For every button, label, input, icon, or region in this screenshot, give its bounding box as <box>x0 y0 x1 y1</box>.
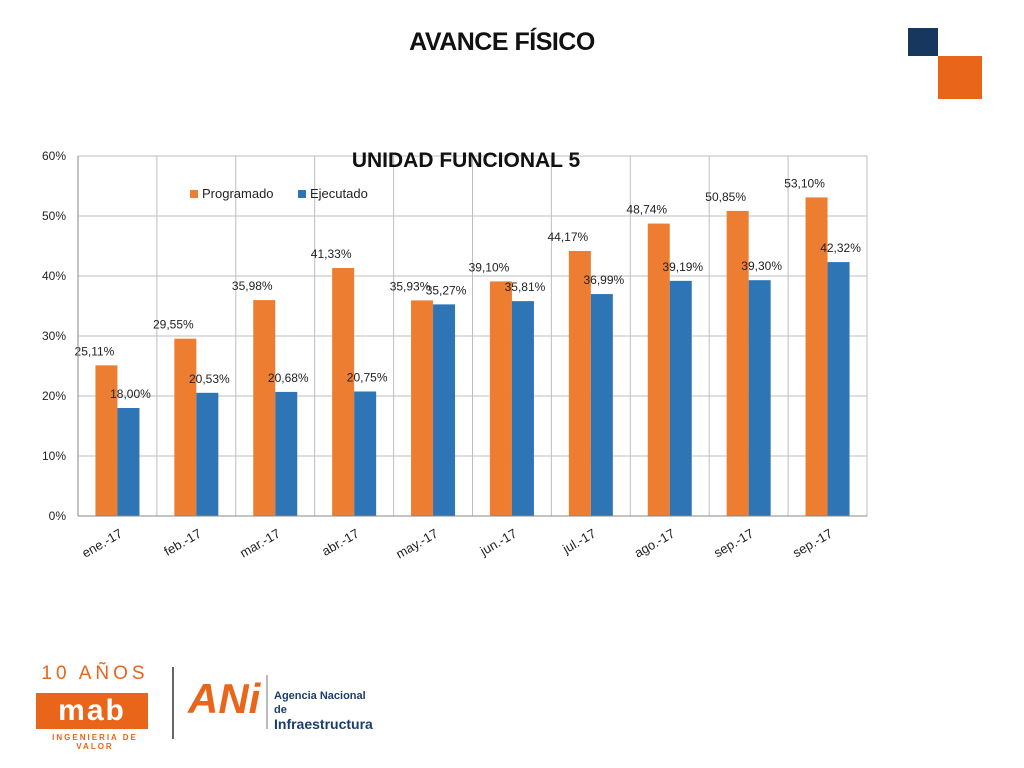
data-label-ejecutado: 39,30% <box>741 259 782 273</box>
mab-tagline: INGENIERIA DE VALOR <box>52 733 138 751</box>
data-label-ejecutado: 20,53% <box>189 372 230 386</box>
y-tick-label: 0% <box>49 509 67 523</box>
x-tick-label: abr.-17 <box>319 526 362 559</box>
bar-ejecutado <box>669 280 692 516</box>
bar-ejecutado <box>511 301 534 516</box>
x-tick-label: feb.-17 <box>161 526 204 559</box>
data-label-programado: 39,10% <box>469 260 510 274</box>
ani-logo: ANi Agencia Nacional de Infraestructura <box>188 675 378 735</box>
data-label-ejecutado: 18,00% <box>110 387 151 401</box>
y-tick-label: 40% <box>42 269 66 283</box>
data-label-ejecutado: 42,32% <box>820 241 861 255</box>
bar-programado <box>411 300 434 516</box>
ani-line-2: Infraestructura <box>274 716 373 732</box>
bar-programado <box>489 281 512 516</box>
chart-title: UNIDAD FUNCIONAL 5 <box>352 149 581 172</box>
x-tick-label: ago.-17 <box>632 526 678 561</box>
data-label-ejecutado: 39,19% <box>662 260 703 274</box>
bar-programado <box>332 268 355 516</box>
data-label-programado: 44,17% <box>547 230 588 244</box>
bar-programado <box>568 250 591 517</box>
y-tick-label: 30% <box>42 329 66 343</box>
bar-programado <box>95 365 118 516</box>
data-label-programado: 29,55% <box>153 318 194 332</box>
data-label-programado: 48,74% <box>626 203 667 217</box>
decor-orange-square <box>938 56 982 99</box>
bar-programado <box>174 338 197 516</box>
mab-anniversary-text: 10 AÑOS <box>41 663 149 684</box>
bars <box>95 197 850 517</box>
chart-container: 25,11% 18,00% 29,55% 20,53% 35,98% 20,68% 41,3… <box>42 149 868 562</box>
data-labels: 25,11% 18,00% 29,55% 20,53% 35,98% 20,68% 41,3… <box>75 176 862 401</box>
page-title: AVANCE FÍSICO <box>409 28 595 56</box>
data-label-programado: 35,93% <box>390 279 431 293</box>
legend-label: Ejecutado <box>310 186 368 201</box>
mab-wordmark: mab <box>36 693 148 729</box>
data-label-programado: 25,11% <box>75 344 115 358</box>
x-tick-label: jul.-17 <box>559 526 598 557</box>
legend-label: Programado <box>202 186 274 201</box>
x-tick-label: mar.-17 <box>237 526 283 561</box>
footer-logos: 10 AÑOS mab INGENIERIA DE VALOR ANi Agen… <box>0 655 1024 755</box>
x-tick-label: sep.-17 <box>790 526 835 561</box>
data-label-ejecutado: 20,68% <box>268 371 309 385</box>
y-tick-label: 50% <box>42 209 66 223</box>
data-label-programado: 53,10% <box>784 176 825 190</box>
bar-ejecutado <box>275 391 298 516</box>
data-label-ejecutado: 20,75% <box>347 371 388 385</box>
data-label-ejecutado: 35,81% <box>505 280 546 294</box>
bar-ejecutado <box>590 294 613 516</box>
bar-ejecutado <box>117 408 140 516</box>
data-label-ejecutado: 35,27% <box>426 283 467 297</box>
legend-swatch <box>298 190 306 198</box>
data-label-programado: 41,33% <box>311 247 352 261</box>
x-tick-label: sep.-17 <box>711 526 756 561</box>
y-tick-label: 60% <box>42 149 66 163</box>
decor-navy-square <box>908 28 938 56</box>
legend: Programado Ejecutado <box>190 186 368 201</box>
bar-ejecutado <box>748 280 771 516</box>
bar-programado <box>647 223 670 516</box>
logo-divider <box>172 667 174 739</box>
x-tick-label: may.-17 <box>393 526 440 562</box>
x-tick-label: ene.-17 <box>79 526 125 561</box>
y-tick-label: 20% <box>42 389 66 403</box>
data-label-ejecutado: 36,99% <box>583 273 624 287</box>
ani-separator <box>266 675 268 729</box>
ani-line-1: Agencia Nacional de <box>274 690 366 716</box>
x-tick-label: jun.-17 <box>477 526 520 559</box>
ani-agency-name: Agencia Nacional de Infraestructura <box>274 689 378 731</box>
bar-programado <box>805 197 828 516</box>
bar-programado <box>726 210 749 516</box>
data-label-programado: 35,98% <box>232 279 273 293</box>
data-label-programado: 50,85% <box>705 190 746 204</box>
bar-chart: 25,11% 18,00% 29,55% 20,53% 35,98% 20,68% 41,3… <box>42 149 868 562</box>
bar-ejecutado <box>827 262 850 516</box>
y-tick-label: 10% <box>42 449 66 463</box>
legend-swatch <box>190 190 198 198</box>
bar-ejecutado <box>196 392 219 516</box>
mab-logo: 10 AÑOS mab INGENIERIA DE VALOR <box>36 663 154 751</box>
bar-ejecutado <box>433 304 456 516</box>
bar-ejecutado <box>354 391 377 516</box>
ani-wordmark: ANi <box>188 675 261 722</box>
bar-programado <box>253 300 276 516</box>
